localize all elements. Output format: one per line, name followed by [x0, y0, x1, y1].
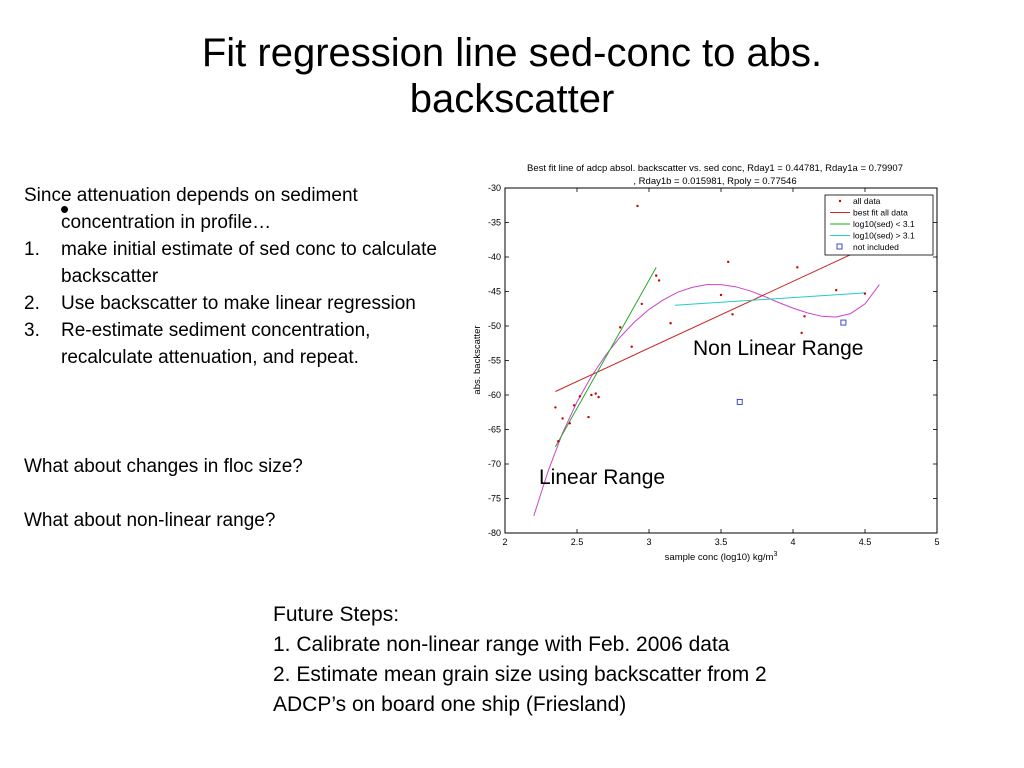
- slide-title: Fit regression line sed-conc to abs. bac…: [0, 30, 1024, 122]
- step-item: 2. Use backscatter to make linear regress…: [24, 290, 444, 317]
- data-point: [719, 293, 723, 297]
- data-point: [657, 279, 661, 282]
- x-tick-label: 3: [646, 537, 651, 547]
- chart-container: Best fit line of adcp absol. backscatter…: [460, 155, 960, 575]
- y-axis-label: abs. backscatter: [472, 325, 483, 394]
- legend-below-label: log10(sed) < 3.1: [853, 219, 915, 229]
- future-steps: Future Steps: 1. Calibrate non-linear ra…: [273, 600, 993, 720]
- step-number: 3.: [24, 320, 40, 341]
- question-floc-size: What about changes in floc size?: [24, 456, 303, 477]
- data-point: [568, 422, 571, 425]
- scatter-chart: Best fit line of adcp absol. backscatter…: [472, 163, 940, 563]
- y-tick-label: -75: [488, 494, 501, 504]
- data-point: [572, 404, 576, 407]
- y-tick-label: -30: [488, 183, 501, 193]
- data-point: [597, 395, 600, 399]
- data-point: [803, 315, 806, 318]
- data-point: [640, 302, 643, 306]
- data-point: [554, 406, 557, 409]
- x-tick-label: 4.5: [859, 537, 872, 547]
- y-tick-label: -55: [488, 356, 501, 366]
- data-point: [557, 440, 560, 443]
- data-point: [835, 288, 838, 292]
- future-item-2: 2. Estimate mean grain size using backsc…: [273, 663, 767, 686]
- step-number: 1.: [24, 239, 40, 260]
- steps-list: 1. make initial estimate of sed conc to c…: [24, 236, 444, 371]
- legend-above-label: log10(sed) > 3.1: [853, 231, 915, 241]
- data-point: [636, 204, 639, 208]
- data-point: [796, 266, 799, 269]
- legend-box: [824, 194, 934, 256]
- data-point: [727, 260, 730, 264]
- chart-title-line-1: Best fit line of adcp absol. backscatter…: [527, 163, 903, 174]
- step-text: Use backscatter to make linear regressio…: [61, 293, 416, 314]
- future-heading: Future Steps:: [273, 603, 400, 626]
- annotation-non-linear-range: Non Linear Range: [693, 337, 864, 360]
- step-text: Re-estimate sediment concentration, reca…: [61, 320, 371, 368]
- data-point: [655, 274, 658, 277]
- future-item-1: 1. Calibrate non-linear range with Feb. …: [273, 633, 730, 656]
- data-point: [594, 392, 597, 395]
- y-tick-label: -70: [488, 459, 501, 469]
- title-line-2: backscatter: [409, 77, 615, 121]
- legend-not-included-label: not included: [853, 242, 899, 252]
- polynomial-fit-line: [533, 284, 880, 516]
- x-tick-label: 4: [790, 537, 795, 547]
- data-point: [630, 345, 633, 348]
- x-tick-label: 5: [934, 537, 939, 547]
- data-point: [561, 417, 564, 420]
- y-tick-label: -60: [488, 390, 501, 400]
- step-text: make initial estimate of sed conc to cal…: [61, 239, 437, 287]
- step-number: 2.: [24, 293, 40, 314]
- intro-line-1: Since attenuation depends on sediment: [24, 185, 358, 206]
- title-line-1: Fit regression line sed-conc to abs.: [201, 31, 823, 75]
- legend-all-data-label: all data: [853, 196, 881, 206]
- annotation-linear-range: Linear Range: [539, 466, 666, 489]
- fit-below-3-1-line: [554, 267, 657, 448]
- step-item: 1. make initial estimate of sed conc to c…: [24, 236, 444, 290]
- data-point: [863, 292, 867, 295]
- y-tick-label: -65: [488, 425, 501, 435]
- y-tick-label: -35: [488, 218, 501, 228]
- excluded-point: [840, 319, 847, 326]
- legend-all-data-marker: [838, 199, 842, 203]
- best-fit-all-data-line: [555, 247, 866, 392]
- chart-title-line-2: , Rday1b = 0.015981, Rpoly = 0.77546: [633, 176, 796, 187]
- left-panel: Since attenuation depends on sediment co…: [24, 182, 444, 371]
- y-tick-label: -80: [488, 528, 501, 538]
- x-tick-label: 3.5: [715, 537, 728, 547]
- step-item: 3. Re-estimate sediment concentration, re…: [24, 317, 444, 371]
- intro-line-2: concentration in profile…: [61, 212, 272, 233]
- legend-best-fit-label: best fit all data: [853, 208, 908, 218]
- x-tick-label: 2.5: [571, 537, 584, 547]
- y-tick-label: -50: [488, 321, 501, 331]
- data-point: [619, 326, 622, 329]
- fit-above-3-1-line: [674, 292, 866, 306]
- data-point: [800, 331, 803, 335]
- data-point: [669, 322, 672, 325]
- data-point: [587, 415, 590, 419]
- data-point: [590, 393, 593, 397]
- question-non-linear: What about non-linear range?: [24, 510, 276, 531]
- data-point: [731, 313, 734, 316]
- y-tick-label: -40: [488, 252, 501, 262]
- bullet-dot: •: [60, 194, 70, 224]
- x-axis-label: sample conc (log10) kg/m3: [665, 551, 778, 563]
- y-tick-label: -45: [488, 287, 501, 297]
- future-item-2-continued: ADCP’s on board one ship (Friesland): [273, 693, 627, 716]
- data-point: [578, 395, 582, 398]
- x-tick-label: 2: [502, 537, 507, 547]
- excluded-point: [736, 398, 743, 405]
- legend-not-included-marker: [836, 243, 843, 250]
